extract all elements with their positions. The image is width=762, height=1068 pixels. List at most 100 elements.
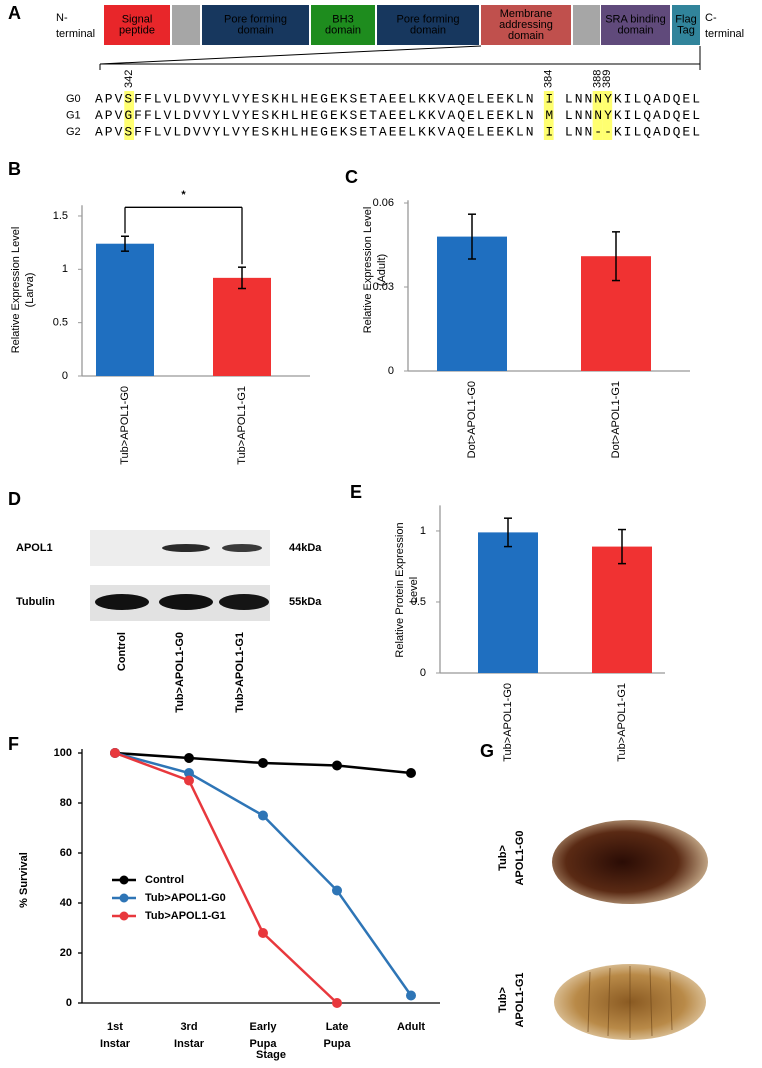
position-label: 388 <box>591 70 603 88</box>
y-tick-label: 60 <box>60 847 72 859</box>
y-axis-label: Relative Protein Expression <box>394 522 406 657</box>
domain-box <box>104 5 170 45</box>
x-tick-label: Dot>APOL1-G0 <box>466 381 478 458</box>
domain-box <box>172 5 200 45</box>
highlight <box>124 91 135 140</box>
series-line <box>114 751 338 1004</box>
data-point <box>258 810 268 821</box>
blot-band <box>162 544 210 552</box>
blot-band <box>222 544 262 552</box>
data-point <box>258 758 268 768</box>
x-tick-label: Tub>APOL1-G0 <box>502 683 514 762</box>
data-point <box>406 990 416 1001</box>
legend-label: Tub>APOL1-G0 <box>145 892 226 904</box>
panel-label: B <box>8 159 21 179</box>
domain-label: domain <box>508 30 544 42</box>
y-tick-label: 0.06 <box>373 197 394 209</box>
domain-box <box>202 5 309 45</box>
domain-label: peptide <box>119 24 155 36</box>
x-axis-label: Stage <box>256 1049 286 1061</box>
pupa-image <box>552 820 708 904</box>
terminal-label: terminal <box>56 28 95 40</box>
sequence-name: G1 <box>66 109 81 121</box>
domain-label: BH3 <box>332 13 353 25</box>
domain-label: addressing <box>499 19 553 31</box>
panel-label: F <box>8 734 19 754</box>
data-point <box>258 928 268 938</box>
y-tick-label: 100 <box>54 747 72 759</box>
data-point <box>332 885 342 896</box>
x-tick-label: Tub>APOL1-G1 <box>616 683 628 762</box>
legend-swatch <box>119 911 129 921</box>
data-point <box>110 748 120 758</box>
panel-label: A <box>8 3 21 23</box>
bar <box>478 532 538 673</box>
domain-box <box>311 5 375 45</box>
image-label: APOL1-G1 <box>514 972 526 1027</box>
legend-swatch <box>119 875 129 885</box>
domain-box <box>377 5 479 45</box>
bar <box>592 546 652 673</box>
domain-label: domain <box>325 24 361 36</box>
blot-band <box>159 594 213 610</box>
sequence: APVGFFLVLDVVYLVYESKHLHEGEKSETAEELKKVAQEL… <box>95 108 700 123</box>
x-tick-label: Early Pupa <box>250 1021 278 1050</box>
position-label: 389 <box>601 70 613 88</box>
y-axis-label: (Larva) <box>24 273 36 308</box>
image-label: Tub> <box>497 987 509 1013</box>
panel-label: C <box>345 167 358 187</box>
terminal-label: terminal <box>705 28 744 40</box>
domain-label: Flag <box>675 13 696 25</box>
sequence-name: G0 <box>66 93 81 105</box>
significance-label: * <box>181 189 186 201</box>
legend-label: Tub>APOL1-G1 <box>145 910 226 922</box>
connector <box>99 45 482 65</box>
panel-label: G <box>480 741 494 761</box>
data-point <box>184 768 194 778</box>
lane-label: Tub>APOL1-G1 <box>234 632 246 713</box>
domain-box <box>573 5 600 45</box>
x-tick-label: Tub>APOL1-G0 <box>119 386 131 465</box>
domain-label: Membrane <box>500 8 553 20</box>
blot-band <box>219 594 269 610</box>
position-label: 384 <box>543 70 555 88</box>
y-tick-label: 0 <box>66 997 72 1009</box>
domain-label: Signal <box>122 13 153 25</box>
legend-swatch <box>119 893 129 903</box>
pupa-segments <box>587 966 673 1038</box>
y-axis-label: Relative Expression Level <box>362 207 374 334</box>
domain-label: Pore forming <box>224 13 287 25</box>
y-tick-label: 0 <box>62 370 68 382</box>
data-point <box>406 768 416 778</box>
highlight <box>592 91 603 140</box>
y-tick-label: 1.5 <box>53 210 68 222</box>
x-tick-label: Dot>APOL1-G1 <box>610 381 622 458</box>
y-tick-label: 40 <box>60 897 72 909</box>
domain-box <box>672 5 700 45</box>
y-axis-label: % Survival <box>18 852 30 908</box>
highlight <box>543 91 554 140</box>
data-point <box>184 753 194 763</box>
lane-label: Control <box>116 632 128 671</box>
x-tick-label: Adult <box>397 1021 425 1033</box>
terminal-label: C- <box>705 12 717 24</box>
highlight <box>602 91 613 140</box>
sequence: APVSFFLVLDVVYLVYESKHLHEGEKSETAEELKKVAQEL… <box>95 124 700 139</box>
data-point <box>332 760 342 771</box>
y-axis-label: Relative Expression Level <box>10 227 22 354</box>
legend-label: Control <box>145 874 184 886</box>
data-point <box>332 998 342 1008</box>
lane-label: Tub>APOL1-G0 <box>174 632 186 713</box>
y-tick-label: 1 <box>420 525 426 537</box>
blot-band <box>95 594 149 610</box>
sequence-name: G2 <box>66 126 81 138</box>
data-point <box>184 775 194 786</box>
domain-box <box>481 5 571 45</box>
terminal-label: N- <box>56 12 68 24</box>
domain-label: Tag <box>677 24 695 36</box>
y-tick-label: 20 <box>60 947 72 959</box>
domain-box <box>601 5 670 45</box>
domain-label: SRA binding <box>605 13 666 25</box>
